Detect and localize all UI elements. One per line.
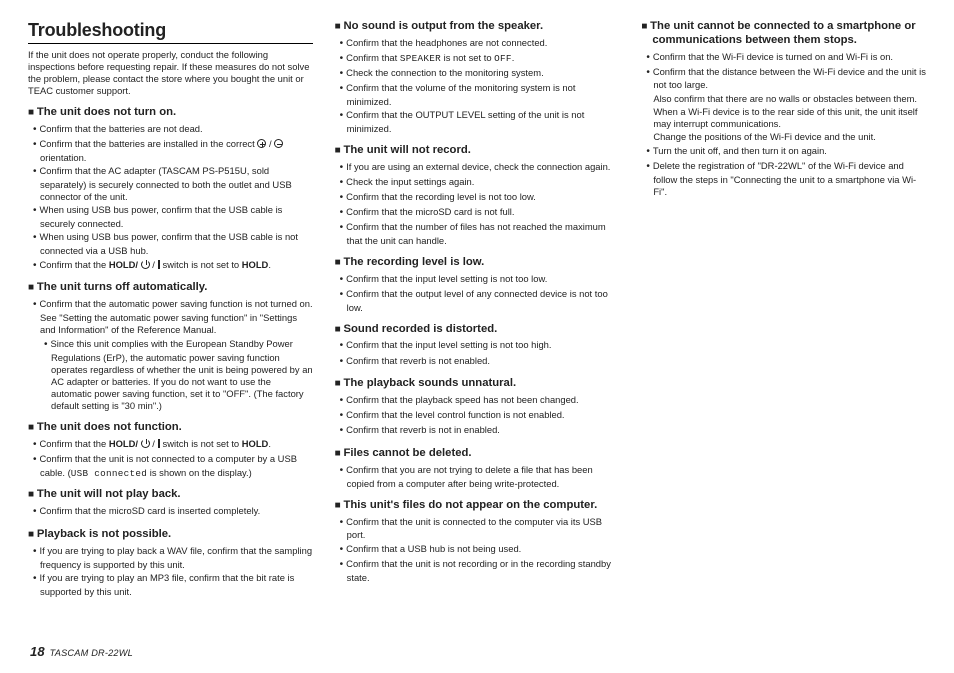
- list-item: Confirm that the unit is connected to th…: [335, 516, 620, 542]
- section-sound-distorted: Sound recorded is distorted.: [335, 323, 620, 337]
- list-item: Confirm that the input level setting is …: [335, 273, 620, 287]
- list-item: Confirm that the microSD card is not ful…: [335, 206, 620, 220]
- list-item: Confirm that the headphones are not conn…: [335, 37, 620, 51]
- section-not-play-back: The unit will not play back.: [28, 488, 313, 502]
- list-s13: Confirm that the Wi-Fi device is turned …: [641, 51, 926, 92]
- list-s9: Confirm that the input level setting is …: [335, 339, 620, 368]
- list-item: Confirm that the number of files has not…: [335, 221, 620, 247]
- section-turns-off-auto: The unit turns off automatically.: [28, 281, 313, 295]
- list-s5: If you are trying to play back a WAV fil…: [28, 545, 313, 598]
- list-item: Confirm that a USB hub is not being used…: [335, 543, 620, 557]
- list-item: Confirm that the AC adapter (TASCAM PS-P…: [28, 165, 313, 203]
- list-s2-nested: Since this unit complies with the Europe…: [39, 338, 313, 412]
- page-number: 18: [30, 644, 45, 659]
- power-icon: [141, 439, 150, 448]
- list-item: Confirm that the batteries are installed…: [28, 138, 313, 164]
- list-item: Check the connection to the monitoring s…: [335, 67, 620, 81]
- page-title: Troubleshooting: [28, 20, 313, 44]
- list-item: If you are using an external device, che…: [335, 161, 620, 175]
- list-item: Confirm that the OUTPUT LEVEL setting of…: [335, 109, 620, 135]
- list-item: Confirm that the microSD card is inserte…: [28, 505, 313, 519]
- list-item: When using USB bus power, confirm that t…: [28, 204, 313, 230]
- list-item: Confirm that reverb is not in enabled.: [335, 424, 620, 438]
- list-item: Turn the unit off, and then turn it on a…: [641, 145, 926, 159]
- section-files-cannot-delete: Files cannot be deleted.: [335, 447, 620, 461]
- list-item: Confirm that the automatic power saving …: [28, 298, 313, 336]
- list-item: Confirm that the batteries are not dead.: [28, 123, 313, 137]
- section-not-record: The unit will not record.: [335, 144, 620, 158]
- section-unit-not-turn-on: The unit does not turn on.: [28, 106, 313, 120]
- minus-icon: [274, 139, 283, 148]
- list-item: Confirm that the distance between the Wi…: [641, 66, 926, 92]
- list-item: Check the input settings again.: [335, 176, 620, 190]
- list-item: If you are trying to play back a WAV fil…: [28, 545, 313, 571]
- list-s1: Confirm that the batteries are not dead.…: [28, 123, 313, 272]
- para-text: When a Wi-Fi device is to the rear side …: [641, 106, 926, 130]
- product-name: TASCAM DR-22WL: [50, 648, 133, 658]
- section-playback-unnatural: The playback sounds unnatural.: [335, 377, 620, 391]
- para-text: Also confirm that there are no walls or …: [641, 93, 926, 105]
- list-s13b: Turn the unit off, and then turn it on a…: [641, 145, 926, 198]
- list-s7: If you are using an external device, che…: [335, 161, 620, 247]
- power-icon: [141, 260, 150, 269]
- list-item: Confirm that the HOLD/ / switch is not s…: [28, 259, 313, 273]
- list-item: Confirm that the recording level is not …: [335, 191, 620, 205]
- list-item: Confirm that the output level of any con…: [335, 288, 620, 314]
- list-item: Confirm that the unit is not connected t…: [28, 453, 313, 480]
- section-cannot-connect-smartphone: The unit cannot be connected to a smartp…: [641, 20, 926, 48]
- list-s3: Confirm that the HOLD/ / switch is not s…: [28, 438, 313, 480]
- section-not-function: The unit does not function.: [28, 421, 313, 435]
- list-s2: Confirm that the automatic power saving …: [28, 298, 313, 336]
- page-content: Troubleshooting If the unit does not ope…: [0, 0, 954, 625]
- section-files-not-appear: This unit's files do not appear on the c…: [335, 499, 620, 513]
- list-item: Confirm that the level control function …: [335, 409, 620, 423]
- list-item: Confirm that the input level setting is …: [335, 339, 620, 353]
- list-item: Delete the registration of "DR-22WL" of …: [641, 160, 926, 198]
- list-s12: Confirm that the unit is connected to th…: [335, 516, 620, 584]
- list-s6: Confirm that the headphones are not conn…: [335, 37, 620, 135]
- plus-icon: [257, 139, 266, 148]
- section-playback-not-possible: Playback is not possible.: [28, 528, 313, 542]
- list-item: Confirm that the HOLD/ / switch is not s…: [28, 438, 313, 452]
- list-s8: Confirm that the input level setting is …: [335, 273, 620, 314]
- list-item: When using USB bus power, confirm that t…: [28, 231, 313, 257]
- page-footer: 18 TASCAM DR-22WL: [30, 644, 133, 659]
- section-no-sound-speaker: No sound is output from the speaker.: [335, 20, 620, 34]
- list-item: Confirm that you are not trying to delet…: [335, 464, 620, 490]
- list-item: Confirm that the volume of the monitorin…: [335, 82, 620, 108]
- list-item: Confirm that reverb is not enabled.: [335, 355, 620, 369]
- list-item: Confirm that SPEAKER is not set to OFF.: [335, 52, 620, 66]
- list-item: Confirm that the playback speed has not …: [335, 394, 620, 408]
- list-item: Confirm that the unit is not recording o…: [335, 558, 620, 584]
- list-s11: Confirm that you are not trying to delet…: [335, 464, 620, 490]
- para-text: Change the positions of the Wi-Fi device…: [641, 131, 926, 143]
- list-s10: Confirm that the playback speed has not …: [335, 394, 620, 438]
- intro-text: If the unit does not operate properly, c…: [28, 49, 313, 97]
- section-recording-level-low: The recording level is low.: [335, 256, 620, 270]
- list-item: Since this unit complies with the Europe…: [39, 338, 313, 412]
- list-item: Confirm that the Wi-Fi device is turned …: [641, 51, 926, 65]
- list-s4: Confirm that the microSD card is inserte…: [28, 505, 313, 519]
- list-item: If you are trying to play an MP3 file, c…: [28, 572, 313, 598]
